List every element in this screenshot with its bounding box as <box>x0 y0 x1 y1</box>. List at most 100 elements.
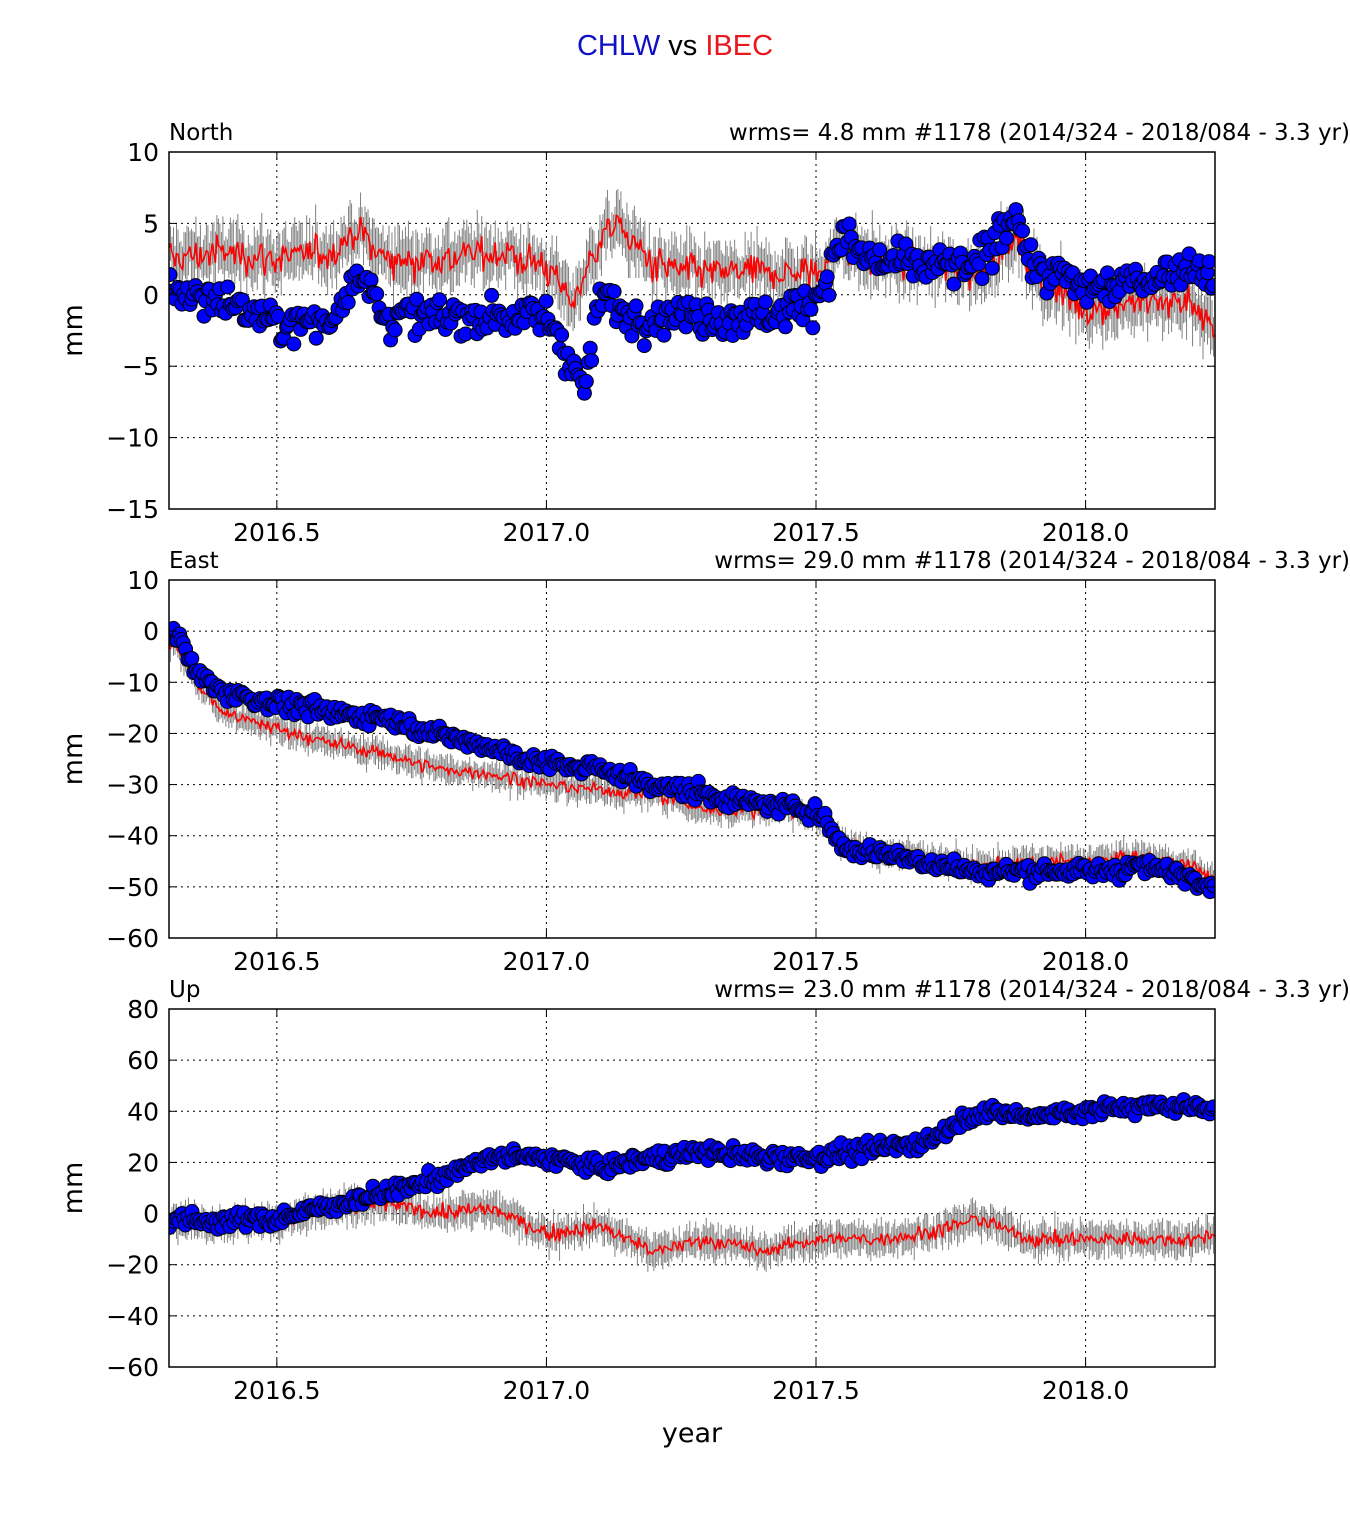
station1-marker <box>1023 237 1039 253</box>
station1-marker <box>656 327 672 343</box>
y-tick-label: 60 <box>127 1046 159 1075</box>
x-tick-label: 2017.5 <box>772 947 859 976</box>
station1-marker <box>220 279 236 295</box>
station1-marker <box>819 269 835 285</box>
title-vs: vs <box>668 30 698 62</box>
y-tick-label: −60 <box>106 1353 159 1382</box>
x-tick-label: 2016.5 <box>233 1376 320 1405</box>
y-tick-label: 5 <box>143 209 159 238</box>
station1-marker <box>821 287 837 303</box>
station1-marker <box>432 292 447 308</box>
station1-marker <box>286 336 302 352</box>
title-station-2: IBEC <box>705 30 774 62</box>
station1-marker <box>584 353 600 368</box>
y-tick-label: −40 <box>106 1302 159 1331</box>
chart-title: CHLW vs IBEC <box>0 30 1350 63</box>
grid-lines <box>169 579 1215 939</box>
station1-marker <box>974 271 990 287</box>
panel-up: 2016.5 2017.0 2017.5 2018.0 80 60 40 20 0 −20 −40 −… <box>58 977 1350 1449</box>
y-axis-label: mm <box>58 733 89 786</box>
station1-marker <box>340 295 356 310</box>
station1-marker <box>409 291 425 307</box>
x-tick-label: 2017.0 <box>503 1376 590 1405</box>
x-tick-label: 2016.5 <box>233 947 320 976</box>
y-tick-label: 10 <box>127 138 159 167</box>
panel-name: Up <box>169 977 200 1003</box>
y-tick-label: −20 <box>106 719 159 748</box>
station1-marker <box>841 216 857 232</box>
station1-marker <box>308 330 324 346</box>
panel-stats: wrms= 23.0 mm #1178 (2014/324 - 2018/084… <box>714 977 1350 1003</box>
y-tick-label: −30 <box>106 771 159 800</box>
station2-error-bars <box>169 622 1215 896</box>
y-tick-label: −60 <box>106 924 159 953</box>
title-station-1: CHLW <box>576 30 661 62</box>
station1-marker <box>777 319 793 335</box>
station1-marker <box>538 293 554 309</box>
plot-area <box>169 189 1215 401</box>
station1-marker <box>984 260 1000 276</box>
station1-marker <box>636 338 652 354</box>
x-tick-label: 2017.5 <box>772 1376 859 1405</box>
y-tick-label: −20 <box>106 1251 159 1280</box>
axes-frame <box>168 1008 1216 1368</box>
station1-markers <box>169 1092 1215 1237</box>
station1-markers <box>169 620 1215 900</box>
y-tick-label: −5 <box>122 352 159 381</box>
x-tick-label: 2018.0 <box>1042 947 1129 976</box>
station1-marker <box>1201 254 1215 270</box>
station1-marker <box>805 320 821 336</box>
station2-series-line <box>169 634 1215 884</box>
y-tick-label: −40 <box>106 822 159 851</box>
station1-marker <box>169 267 178 283</box>
station1-marker <box>1205 278 1215 294</box>
station2-error-bars <box>169 1180 1215 1273</box>
grid-lines <box>169 1008 1215 1368</box>
axes-frame <box>168 579 1216 939</box>
y-tick-label: 0 <box>143 281 159 310</box>
y-tick-label: −10 <box>106 668 159 697</box>
y-tick-label: 20 <box>127 1148 159 1177</box>
panel-east: 2016.5 2017.0 2017.5 2018.0 10 0 −10 −20 −30 −40 −… <box>58 548 1350 976</box>
y-tick-label: −10 <box>106 424 159 453</box>
panel-name: East <box>169 548 219 574</box>
y-axis-label: mm <box>58 1162 89 1215</box>
y-tick-label: 10 <box>127 566 159 595</box>
station1-marker <box>578 373 594 389</box>
station1-marker <box>1015 223 1031 239</box>
station1-marker <box>369 286 385 302</box>
station1-marker <box>628 298 644 314</box>
station1-marker <box>872 242 888 258</box>
station1-marker <box>554 327 570 343</box>
y-axis-label: mm <box>58 304 89 357</box>
station1-marker <box>484 287 500 303</box>
station1-markers <box>169 202 1215 401</box>
station1-marker <box>387 322 403 338</box>
y-tick-label: 40 <box>127 1097 159 1126</box>
panel-stats: wrms= 4.8 mm #1178 (2014/324 - 2018/084 … <box>729 120 1350 146</box>
station1-marker <box>803 301 819 317</box>
x-tick-label: 2017.5 <box>772 518 859 547</box>
x-tick-label: 2018.0 <box>1042 518 1129 547</box>
x-tick-label: 2018.0 <box>1042 1376 1129 1405</box>
station1-marker <box>999 230 1014 246</box>
station1-marker <box>757 294 773 310</box>
axes-frame <box>168 151 1216 510</box>
y-tick-label: −50 <box>106 873 159 902</box>
y-tick-label: 80 <box>127 995 159 1024</box>
x-axis-label: year <box>662 1418 723 1449</box>
station1-marker <box>363 272 379 288</box>
station1-marker <box>582 340 598 356</box>
y-tick-label: 0 <box>143 1200 159 1229</box>
station1-marker <box>946 276 962 292</box>
plot-area <box>169 620 1215 900</box>
y-tick-label: −15 <box>106 495 159 524</box>
x-tick-label: 2017.0 <box>503 947 590 976</box>
plot-area <box>169 1092 1215 1273</box>
y-tick-label: 0 <box>143 617 159 646</box>
station1-marker <box>1206 878 1215 894</box>
panel-stats: wrms= 29.0 mm #1178 (2014/324 - 2018/084… <box>714 548 1350 574</box>
x-tick-label: 2017.0 <box>503 518 590 547</box>
x-tick-label: 2016.5 <box>233 518 320 547</box>
